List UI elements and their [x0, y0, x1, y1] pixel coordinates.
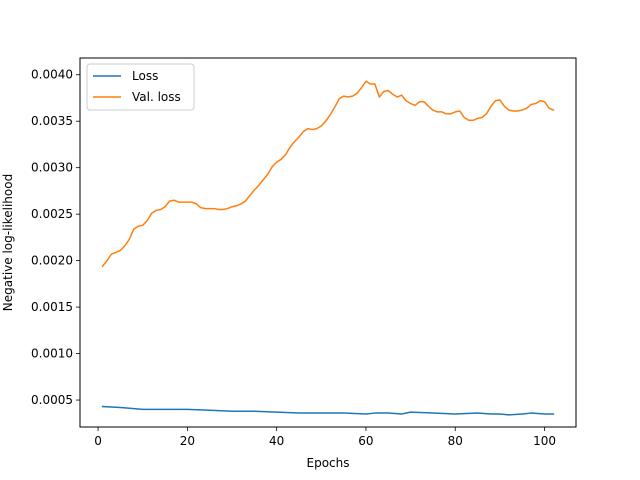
y-axis-ticks: 0.0005 0.0010 0.0015 0.0020 0.0025 0.0030 0.00… [31, 68, 80, 407]
x-tick-label: 80 [448, 434, 463, 448]
x-tick-label: 20 [180, 434, 195, 448]
y-tick-label: 0.0020 [31, 254, 73, 268]
x-tick-label: 0 [94, 434, 102, 448]
y-tick-label: 0.0040 [31, 68, 73, 82]
y-tick-label: 0.0005 [31, 393, 73, 407]
plot-area [101, 80, 555, 416]
series-line-loss [101, 405, 555, 416]
y-axis-label: Negative log-likelihood [1, 174, 15, 311]
y-tick-label: 0.0025 [31, 207, 73, 221]
plot-frame [79, 57, 577, 428]
x-axis-ticks: 0 20 40 60 80 100 [94, 427, 556, 448]
x-tick-label: 60 [358, 434, 373, 448]
y-tick-label: 0.0035 [31, 114, 73, 128]
y-tick-label: 0.0030 [31, 161, 73, 175]
x-axis-label: Epochs [307, 456, 350, 470]
legend-label: Val. loss [132, 90, 181, 104]
legend-label: Loss [132, 69, 158, 83]
y-tick-label: 0.0010 [31, 347, 73, 361]
x-tick-label: 100 [533, 434, 556, 448]
legend: Loss Val. loss [86, 63, 195, 111]
y-tick-label: 0.0015 [31, 300, 73, 314]
x-tick-label: 40 [269, 434, 284, 448]
series-line-val-loss [101, 80, 555, 268]
